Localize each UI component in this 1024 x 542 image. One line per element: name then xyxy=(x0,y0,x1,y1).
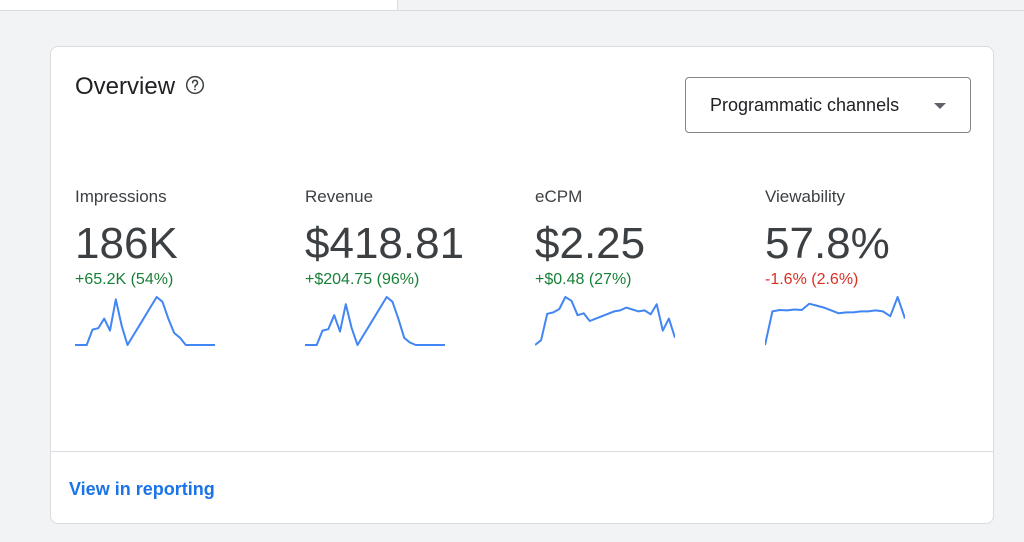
view-in-reporting-link[interactable]: View in reporting xyxy=(69,479,215,499)
sparkline-series-line xyxy=(535,296,675,346)
metric-value: 186K xyxy=(75,219,178,268)
overview-card: Overview Programmatic channels Impressio… xyxy=(50,46,994,524)
metric-impressions: Impressions 186K +65.2K (54%) xyxy=(75,187,295,347)
metric-change: -1.6% (2.6%) xyxy=(765,271,859,288)
card-title: Overview xyxy=(75,73,176,100)
metric-ecpm: eCPM $2.25 +$0.48 (27%) xyxy=(535,187,755,347)
channel-dropdown[interactable]: Programmatic channels xyxy=(685,77,971,133)
sparkline-series-line xyxy=(305,296,445,346)
metric-label: Impressions xyxy=(75,187,167,206)
metric-label: Viewability xyxy=(765,187,846,206)
metric-value: $2.25 xyxy=(535,219,646,268)
sparkline-series-line xyxy=(75,296,215,346)
caret-down-icon xyxy=(934,103,946,109)
top-bar xyxy=(0,0,1024,11)
channel-dropdown-value: Programmatic channels xyxy=(710,94,900,115)
card-header: Overview xyxy=(75,73,205,101)
metric-change: +65.2K (54%) xyxy=(75,271,174,288)
help-circle-icon[interactable] xyxy=(185,75,205,95)
sparkline-viewability xyxy=(765,296,905,346)
metric-value: 57.8% xyxy=(765,219,890,268)
metric-label: eCPM xyxy=(535,187,583,206)
sparkline-impressions xyxy=(75,296,215,346)
metric-label: Revenue xyxy=(305,187,374,206)
metric-viewability: Viewability 57.8% -1.6% (2.6%) xyxy=(765,187,985,347)
sparkline-ecpm xyxy=(535,296,675,346)
sparkline-series-line xyxy=(765,296,905,346)
sparkline-revenue xyxy=(305,296,445,346)
card-divider xyxy=(51,451,993,452)
metric-change: +$204.75 (96%) xyxy=(305,271,420,288)
top-bar-left-panel xyxy=(0,0,398,10)
metric-value: $418.81 xyxy=(305,219,465,268)
metric-change: +$0.48 (27%) xyxy=(535,271,632,288)
metric-revenue: Revenue $418.81 +$204.75 (96%) xyxy=(305,187,525,347)
